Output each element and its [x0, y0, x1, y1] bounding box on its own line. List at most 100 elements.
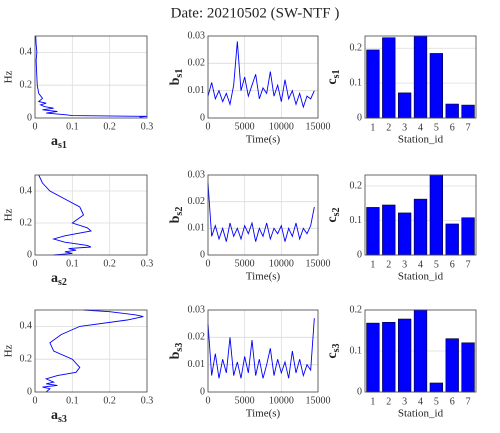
x-tick-label: 1 — [370, 396, 375, 407]
x-tick-label: 0 — [206, 395, 211, 406]
x-tick-label: 0.2 — [103, 258, 116, 269]
y-tick-label: 0.01 — [188, 359, 206, 370]
bar — [461, 104, 475, 119]
y-tick-label: 0 — [200, 386, 205, 397]
data-line — [42, 309, 144, 393]
xlabel-label: as2 — [51, 271, 67, 288]
plot-frame — [364, 309, 477, 393]
x-tick-label: 0 — [33, 258, 38, 269]
x-tick-label: 4 — [418, 122, 423, 133]
ylabel-subscript: s1 — [174, 69, 185, 78]
data-line — [35, 35, 148, 118]
x-tick-label: 1 — [370, 259, 375, 270]
data-line — [207, 318, 315, 379]
x-tick-label: 0.3 — [141, 258, 154, 269]
x-tick-label: 5000 — [235, 121, 255, 132]
y-tick-label: 0.1 — [350, 215, 363, 226]
bar — [366, 322, 380, 393]
x-tick-label: 15000 — [306, 121, 331, 132]
y-tick-label: 0.02 — [188, 332, 206, 343]
y-tick-label: 0.4 — [20, 321, 33, 332]
bar — [429, 382, 443, 393]
x-tick-label: 0.2 — [103, 121, 116, 132]
plot-frame — [364, 35, 477, 119]
ylabel-label: Hz — [3, 208, 15, 221]
ylabel-label: bs2 — [168, 207, 185, 224]
bar — [366, 207, 380, 256]
y-tick-label: 0 — [27, 249, 32, 260]
x-tick-label: 7 — [466, 122, 471, 133]
ylabel-subscript: s2 — [174, 207, 185, 216]
y-tick-label: 0.2 — [20, 217, 33, 228]
y-tick-label: 0.03 — [188, 169, 206, 180]
bar — [445, 103, 459, 119]
x-tick-label: 2 — [386, 122, 391, 133]
y-tick-label: 0 — [357, 112, 362, 123]
y-tick-label: 0 — [357, 386, 362, 397]
x-tick-label: 5 — [434, 396, 439, 407]
y-tick-label: 0 — [200, 249, 205, 260]
plot-frame — [34, 174, 148, 256]
y-tick-label: 0 — [27, 386, 32, 397]
xlabel-label: Station_id — [398, 408, 444, 420]
y-tick-label: 0.4 — [20, 47, 33, 58]
x-tick-label: 0.1 — [66, 395, 79, 406]
y-tick-label: 0.03 — [188, 30, 206, 41]
bar — [413, 198, 428, 256]
bar — [461, 342, 475, 393]
bar — [397, 318, 412, 393]
data-line — [207, 182, 315, 242]
bar — [397, 212, 412, 256]
y-tick-label: 0 — [200, 112, 205, 123]
y-tick-label: 0.2 — [20, 79, 33, 90]
x-tick-label: 0.3 — [141, 121, 154, 132]
ylabel-label: bs1 — [168, 69, 185, 86]
bar — [429, 174, 443, 256]
y-tick-label: 0.02 — [188, 196, 206, 207]
bar — [461, 217, 475, 256]
xlabel-label: Station_id — [398, 134, 444, 146]
plot-frame — [34, 309, 148, 393]
x-tick-label: 15000 — [306, 395, 331, 406]
xlabel-label: as3 — [51, 408, 67, 425]
x-tick-label: 10000 — [269, 121, 294, 132]
bar — [382, 37, 396, 119]
bar — [445, 223, 459, 256]
y-tick-label: 0.03 — [188, 304, 206, 315]
y-tick-label: 0.02 — [188, 58, 206, 69]
x-tick-label: 5000 — [235, 395, 255, 406]
x-tick-label: 0 — [206, 258, 211, 269]
x-tick-label: 1 — [370, 122, 375, 133]
x-tick-label: 6 — [450, 122, 455, 133]
xlabel-subscript: s1 — [58, 140, 67, 151]
plot-frame — [34, 35, 148, 119]
x-tick-label: 0 — [33, 395, 38, 406]
x-tick-label: 3 — [402, 122, 407, 133]
xlabel-subscript: s2 — [58, 277, 67, 288]
ylabel-label: cs3 — [325, 343, 342, 358]
xlabel-label: Time(s) — [246, 408, 281, 420]
x-tick-label: 3 — [402, 396, 407, 407]
ylabel-subscript: s1 — [331, 69, 342, 78]
y-tick-label: 0.1 — [350, 345, 363, 356]
ylabel-label: cs1 — [325, 69, 342, 84]
bar — [366, 49, 380, 119]
bar — [382, 204, 396, 256]
bar — [413, 35, 428, 119]
x-tick-label: 5 — [434, 259, 439, 270]
y-tick-label: 0.4 — [20, 185, 33, 196]
bar — [445, 338, 459, 393]
x-tick-label: 6 — [450, 396, 455, 407]
bar — [429, 53, 443, 119]
x-tick-label: 0.2 — [103, 395, 116, 406]
x-tick-label: 4 — [418, 396, 423, 407]
xlabel-label: as1 — [51, 134, 67, 151]
x-tick-label: 0 — [33, 121, 38, 132]
xlabel-label: Station_id — [398, 271, 444, 283]
y-tick-label: 0.01 — [188, 85, 206, 96]
xlabel-label: Time(s) — [246, 134, 281, 146]
plot-frame — [207, 174, 319, 256]
bar — [382, 321, 396, 393]
y-tick-label: 0.1 — [350, 77, 363, 88]
data-line — [207, 41, 315, 109]
